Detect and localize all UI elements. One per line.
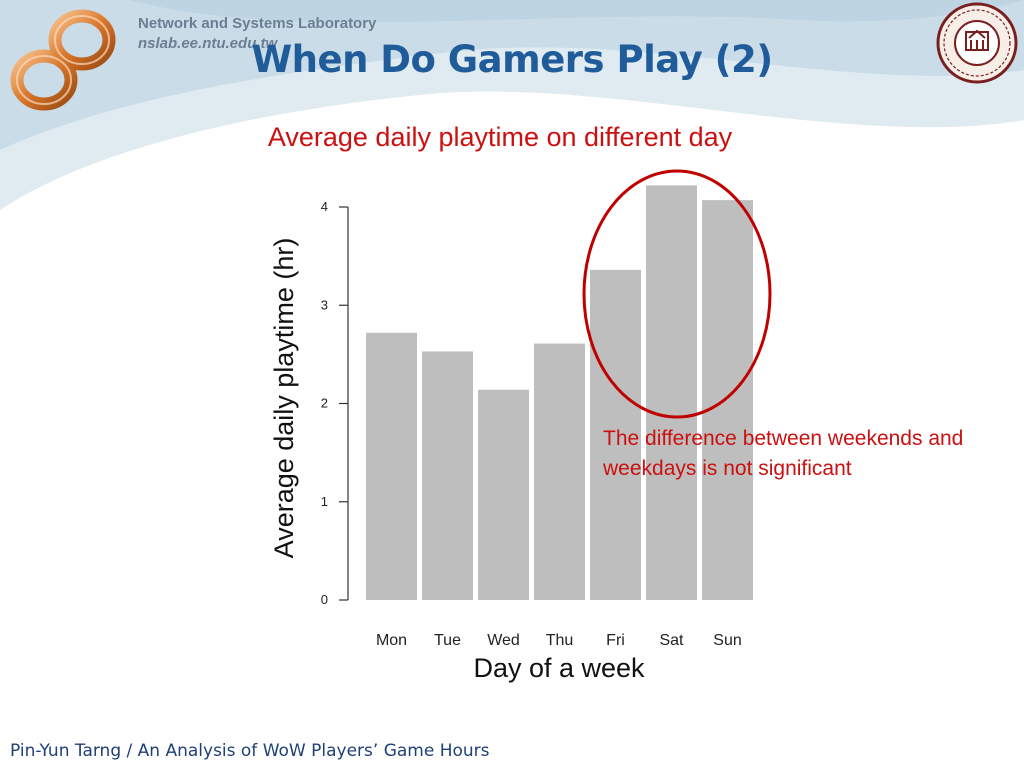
x-tick-label-sat: Sat: [659, 632, 684, 649]
x-tick-label-thu: Thu: [546, 632, 574, 649]
slide-title: When Do Gamers Play (2): [251, 38, 773, 81]
bar-mon: [366, 332, 417, 600]
x-tick-label-sun: Sun: [713, 632, 741, 649]
x-tick-label-tue: Tue: [434, 632, 461, 649]
lab-name: Network and Systems Laboratory: [138, 15, 377, 32]
bar-wed: [478, 389, 529, 600]
bar-sat: [646, 185, 697, 600]
bar-fri: [590, 269, 641, 600]
y-tick-label: 4: [321, 199, 328, 214]
x-tick-label-fri: Fri: [606, 632, 625, 649]
lab-logo-icon: [10, 9, 116, 111]
footer-text: Pin-Yun Tarng / An Analysis of WoW Playe…: [10, 741, 490, 761]
university-seal-icon: [936, 2, 1018, 84]
bar-sun: [702, 200, 753, 600]
y-tick-label: 3: [321, 297, 328, 312]
bars: [366, 185, 753, 600]
x-tick-label-wed: Wed: [487, 632, 520, 649]
chart-title: Average daily playtime on different day: [267, 122, 733, 152]
y-tick-label: 1: [321, 494, 328, 509]
bar-thu: [534, 343, 585, 600]
x-tick-label-mon: Mon: [376, 632, 407, 649]
annotation-note: The difference between weekends and week…: [603, 427, 964, 480]
lab-url: nslab.ee.ntu.edu.tw: [138, 35, 278, 52]
y-axis-label: Average daily playtime (hr): [269, 238, 299, 559]
x-axis-tick-labels: Mon Tue Wed Thu Fri Sat Sun: [376, 632, 742, 649]
y-tick-label: 0: [321, 592, 328, 607]
y-axis: 0 1 2 3 4: [321, 199, 349, 607]
y-tick-label: 2: [321, 396, 328, 411]
bar-tue: [422, 351, 473, 600]
highlight-ellipse: [582, 169, 772, 419]
x-axis-label: Day of a week: [473, 653, 645, 683]
